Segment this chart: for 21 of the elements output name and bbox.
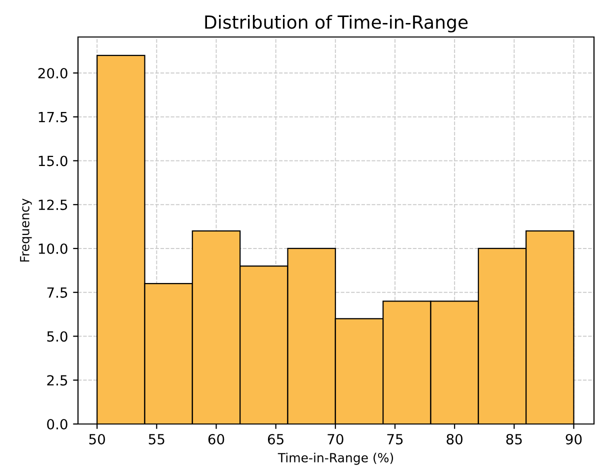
y-tick-label: 2.5 <box>47 375 68 386</box>
x-tick-label: 80 <box>446 434 462 444</box>
chart-title: Distribution of Time-in-Range <box>205 14 468 32</box>
y-tick-label: 7.5 <box>47 288 68 298</box>
x-tick-label: 90 <box>566 434 582 444</box>
x-axis-title: Time-in-Range (%) <box>278 452 394 465</box>
y-tick-label: 20.0 <box>38 68 68 78</box>
x-tick-label: 65 <box>268 434 284 444</box>
x-tick-label: 70 <box>328 434 344 444</box>
y-tick-label: 0.0 <box>47 418 68 430</box>
y-tick-label: 15.0 <box>38 156 68 166</box>
y-axis-title: Frequency <box>20 198 32 262</box>
y-tick-label: 12.5 <box>38 200 68 210</box>
y-tick-label: 17.5 <box>38 112 68 122</box>
x-tick-label: 50 <box>89 434 105 444</box>
x-tick-label: 55 <box>148 434 164 444</box>
x-tick-label: 60 <box>208 434 224 444</box>
y-tick-label: 5.0 <box>47 331 68 342</box>
x-tick-label: 85 <box>506 434 522 444</box>
x-tick-label: 75 <box>387 434 403 444</box>
y-tick-label: 10.0 <box>38 243 68 254</box>
